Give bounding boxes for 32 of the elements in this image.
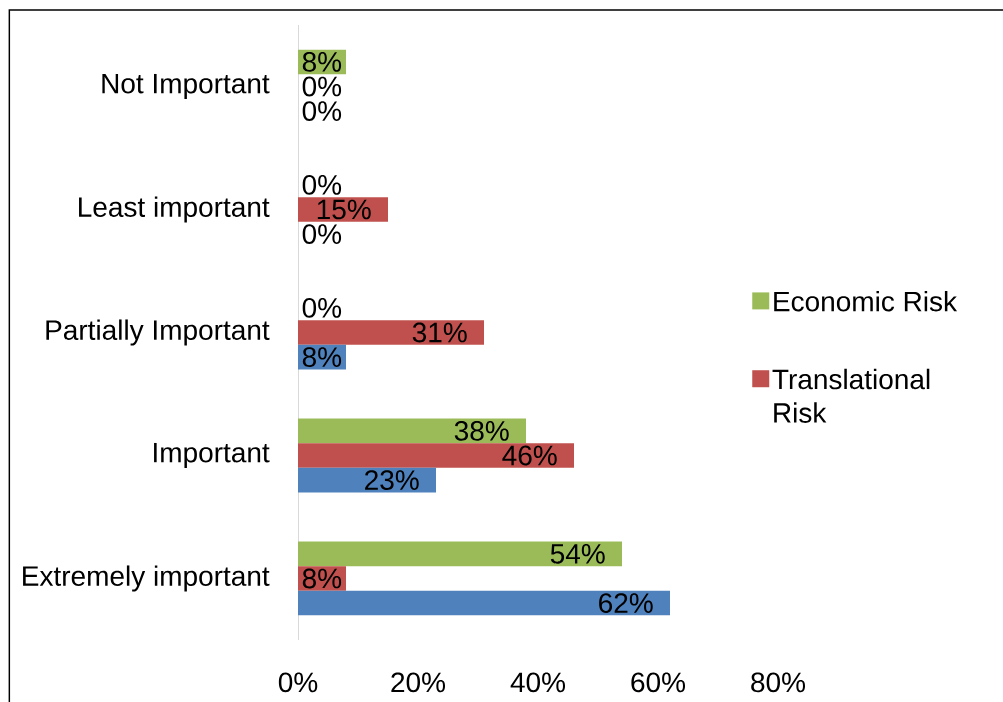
data-label: 8% [302, 347, 342, 367]
bar [298, 443, 574, 468]
x-tick-label: 20% [391, 672, 446, 693]
bar [298, 590, 670, 616]
data-label: 31% [412, 322, 467, 343]
data-label: 46% [502, 445, 557, 466]
y-tick-label: Partially Important [46, 319, 270, 346]
bar [298, 418, 526, 444]
x-tick-label: 0% [278, 672, 318, 693]
y-tick-label: Extremely important [23, 565, 270, 592]
x-tick-label: 80% [751, 672, 806, 693]
legend-label: Translational Risk [772, 368, 930, 423]
data-label: 0% [302, 101, 342, 121]
bar [298, 541, 622, 567]
y-tick-label: Important [154, 442, 270, 469]
data-label: 23% [365, 470, 419, 490]
data-label: 8% [302, 51, 342, 72]
data-label: 62% [599, 593, 653, 613]
data-label: 54% [550, 544, 605, 564]
bar [298, 320, 484, 345]
data-label: 8% [302, 568, 342, 589]
legend-label: Economic Risk [774, 290, 958, 312]
data-label: 38% [454, 420, 509, 441]
data-label: 0% [302, 174, 342, 195]
x-tick-label: 40% [510, 672, 566, 693]
y-tick-label: Least important [79, 196, 270, 223]
data-label: 15% [317, 199, 371, 220]
data-label: 0% [302, 224, 342, 244]
y-tick-label: Not Important [102, 73, 270, 100]
x-tick-label: 60% [631, 672, 686, 693]
data-label: 0% [302, 76, 342, 97]
data-label: 0% [302, 297, 342, 318]
